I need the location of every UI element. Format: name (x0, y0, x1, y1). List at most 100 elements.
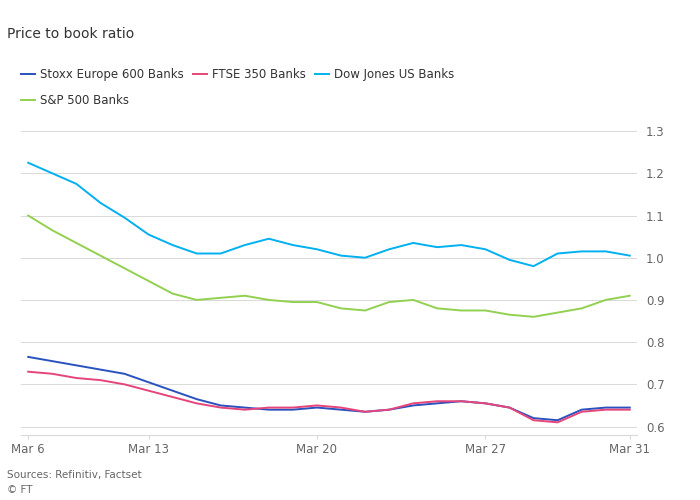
FTSE 350 Banks (626, 406, 634, 412)
Dow Jones US Banks (337, 252, 345, 258)
FTSE 350 Banks (144, 388, 153, 394)
FTSE 350 Banks (169, 394, 177, 400)
Dow Jones US Banks (144, 232, 153, 237)
Dow Jones US Banks (216, 250, 225, 256)
Dow Jones US Banks (265, 236, 273, 242)
Text: Price to book ratio: Price to book ratio (7, 28, 134, 42)
FTSE 350 Banks (288, 404, 297, 410)
FTSE 350 Banks (337, 404, 345, 410)
Dow Jones US Banks (120, 214, 129, 220)
Stoxx Europe 600 Banks (626, 404, 634, 410)
S&P 500 Banks (24, 212, 32, 218)
FTSE 350 Banks (505, 404, 514, 410)
Dow Jones US Banks (529, 263, 538, 269)
Stoxx Europe 600 Banks (72, 362, 80, 368)
FTSE 350 Banks (601, 406, 610, 412)
S&P 500 Banks (144, 278, 153, 284)
Dow Jones US Banks (554, 250, 562, 256)
S&P 500 Banks (241, 292, 249, 298)
Stoxx Europe 600 Banks (409, 402, 417, 408)
Stoxx Europe 600 Banks (433, 400, 442, 406)
Stoxx Europe 600 Banks (529, 415, 538, 421)
S&P 500 Banks (193, 297, 201, 303)
Stoxx Europe 600 Banks (216, 402, 225, 408)
Dow Jones US Banks (193, 250, 201, 256)
Dow Jones US Banks (361, 254, 370, 260)
Dow Jones US Banks (457, 242, 466, 248)
FTSE 350 Banks (193, 400, 201, 406)
Stoxx Europe 600 Banks (288, 406, 297, 412)
FTSE 350 Banks (529, 417, 538, 423)
S&P 500 Banks (505, 312, 514, 318)
S&P 500 Banks (96, 252, 104, 258)
S&P 500 Banks (409, 297, 417, 303)
Dow Jones US Banks (505, 257, 514, 263)
Stoxx Europe 600 Banks (313, 404, 321, 410)
FTSE 350 Banks (433, 398, 442, 404)
Stoxx Europe 600 Banks (96, 366, 104, 372)
FTSE 350 Banks (216, 404, 225, 410)
Dow Jones US Banks (601, 248, 610, 254)
Line: Stoxx Europe 600 Banks: Stoxx Europe 600 Banks (28, 357, 630, 420)
Stoxx Europe 600 Banks (385, 406, 393, 412)
S&P 500 Banks (385, 299, 393, 305)
S&P 500 Banks (361, 308, 370, 314)
Dow Jones US Banks (96, 200, 104, 206)
Stoxx Europe 600 Banks (48, 358, 57, 364)
Text: Sources: Refinitiv, Factset: Sources: Refinitiv, Factset (7, 470, 141, 480)
Stoxx Europe 600 Banks (265, 406, 273, 412)
S&P 500 Banks (72, 240, 80, 246)
Stoxx Europe 600 Banks (144, 379, 153, 385)
FTSE 350 Banks (24, 368, 32, 374)
Dow Jones US Banks (288, 242, 297, 248)
Stoxx Europe 600 Banks (169, 388, 177, 394)
S&P 500 Banks (288, 299, 297, 305)
FTSE 350 Banks (361, 409, 370, 415)
Stoxx Europe 600 Banks (554, 417, 562, 423)
S&P 500 Banks (169, 290, 177, 296)
S&P 500 Banks (554, 310, 562, 316)
Dow Jones US Banks (241, 242, 249, 248)
Stoxx Europe 600 Banks (361, 409, 370, 415)
Stoxx Europe 600 Banks (601, 404, 610, 410)
Dow Jones US Banks (409, 240, 417, 246)
Dow Jones US Banks (481, 246, 489, 252)
Dow Jones US Banks (578, 248, 586, 254)
S&P 500 Banks (216, 295, 225, 301)
FTSE 350 Banks (409, 400, 417, 406)
S&P 500 Banks (529, 314, 538, 320)
Dow Jones US Banks (169, 242, 177, 248)
Stoxx Europe 600 Banks (457, 398, 466, 404)
S&P 500 Banks (337, 306, 345, 312)
Stoxx Europe 600 Banks (481, 400, 489, 406)
Legend: S&P 500 Banks: S&P 500 Banks (21, 94, 129, 107)
S&P 500 Banks (481, 308, 489, 314)
Dow Jones US Banks (24, 160, 32, 166)
S&P 500 Banks (48, 228, 57, 234)
Dow Jones US Banks (433, 244, 442, 250)
S&P 500 Banks (626, 292, 634, 298)
FTSE 350 Banks (554, 420, 562, 426)
FTSE 350 Banks (265, 404, 273, 410)
S&P 500 Banks (313, 299, 321, 305)
FTSE 350 Banks (120, 382, 129, 388)
Dow Jones US Banks (72, 181, 80, 187)
Stoxx Europe 600 Banks (120, 371, 129, 377)
FTSE 350 Banks (72, 375, 80, 381)
S&P 500 Banks (433, 306, 442, 312)
Dow Jones US Banks (385, 246, 393, 252)
Stoxx Europe 600 Banks (24, 354, 32, 360)
FTSE 350 Banks (481, 400, 489, 406)
Line: S&P 500 Banks: S&P 500 Banks (28, 216, 630, 317)
Stoxx Europe 600 Banks (505, 404, 514, 410)
S&P 500 Banks (457, 308, 466, 314)
Stoxx Europe 600 Banks (241, 404, 249, 410)
FTSE 350 Banks (313, 402, 321, 408)
Dow Jones US Banks (48, 170, 57, 176)
Text: © FT: © FT (7, 485, 32, 495)
S&P 500 Banks (578, 306, 586, 312)
Line: FTSE 350 Banks: FTSE 350 Banks (28, 372, 630, 422)
Line: Dow Jones US Banks: Dow Jones US Banks (28, 163, 630, 266)
S&P 500 Banks (265, 297, 273, 303)
Dow Jones US Banks (626, 252, 634, 258)
